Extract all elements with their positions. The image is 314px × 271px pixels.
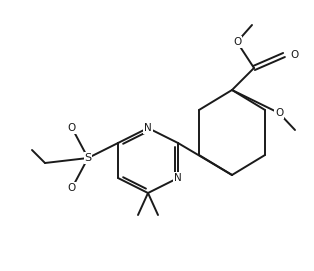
Text: O: O bbox=[68, 123, 76, 133]
Text: O: O bbox=[290, 50, 298, 60]
Text: O: O bbox=[233, 37, 241, 47]
Text: N: N bbox=[144, 123, 152, 133]
Text: S: S bbox=[84, 153, 92, 163]
Text: N: N bbox=[174, 173, 182, 183]
Text: O: O bbox=[275, 108, 283, 118]
Text: O: O bbox=[68, 183, 76, 193]
